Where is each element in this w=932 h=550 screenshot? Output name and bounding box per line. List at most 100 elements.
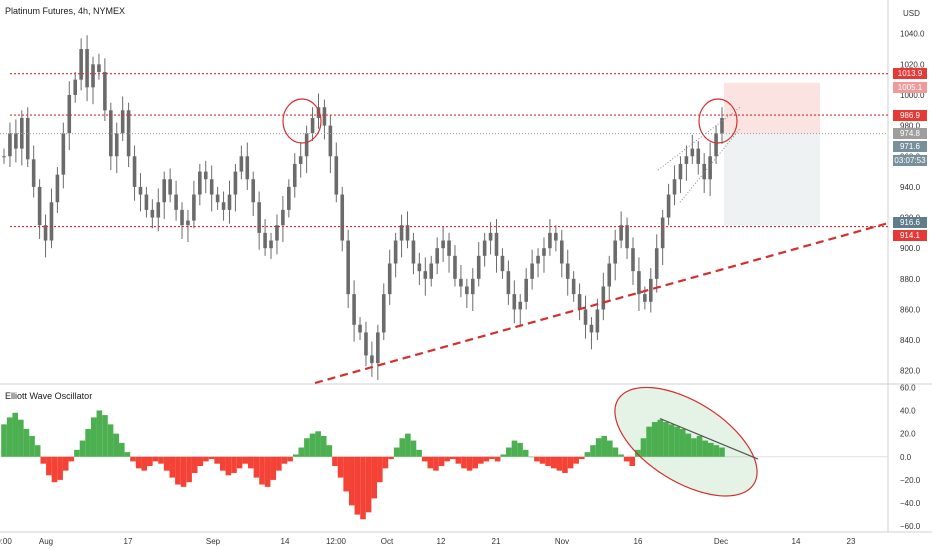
oscillator-bar xyxy=(556,456,563,471)
oscillator-bar xyxy=(461,456,467,469)
oscillator-bar xyxy=(96,410,103,457)
oscillator-bar xyxy=(12,412,19,457)
candle-body xyxy=(304,133,309,157)
candle-body xyxy=(565,263,570,279)
price-tick-label: 1000.0 xyxy=(900,91,925,100)
time-tick-label: Sep xyxy=(206,537,221,546)
candle-body xyxy=(583,309,588,325)
candle-body xyxy=(453,255,457,279)
oscillator-bar xyxy=(18,419,24,457)
oscillator-divergence-ellipse xyxy=(614,386,758,497)
oscillator-bar xyxy=(539,456,546,464)
oscillator-bar xyxy=(646,426,652,457)
candle-body xyxy=(186,220,190,226)
oscillator-bar xyxy=(522,449,529,457)
candle-body xyxy=(672,179,677,195)
oscillator-tick-label: 40.0 xyxy=(900,406,916,415)
candle-body xyxy=(488,232,493,241)
oscillator-bar xyxy=(46,456,52,476)
oscillator-tick-label: 0.0 xyxy=(900,453,912,462)
candle-body xyxy=(405,225,410,241)
oscillator-bar xyxy=(416,449,422,457)
oscillator-bar xyxy=(158,456,164,464)
oscillator-bar xyxy=(382,456,389,469)
candle-body xyxy=(376,332,380,364)
oscillator-bar xyxy=(332,456,338,467)
candle-body xyxy=(666,194,671,218)
circle-annotation xyxy=(698,98,738,144)
oscillator-bar xyxy=(601,435,608,457)
oscillator-bar xyxy=(253,456,260,478)
oscillator-bar xyxy=(550,456,557,469)
oscillator-bar xyxy=(169,456,176,478)
candle-body xyxy=(269,240,273,249)
candle-body xyxy=(381,294,386,333)
candle-body xyxy=(411,240,416,264)
oscillator-bar xyxy=(130,456,136,462)
price-tick-label: 980.0 xyxy=(900,122,921,131)
candle-body xyxy=(631,248,635,272)
candle-body xyxy=(530,263,534,279)
candle-body xyxy=(144,194,149,210)
candle-body xyxy=(613,240,617,264)
oscillator-bar xyxy=(124,452,131,457)
oscillator-bar xyxy=(225,456,232,476)
candle-body xyxy=(559,240,564,264)
candle-body xyxy=(714,133,718,157)
oscillator-bar xyxy=(629,456,636,467)
oscillator-bar xyxy=(691,438,697,457)
candle-body xyxy=(14,133,18,149)
price-tick-label: 940.0 xyxy=(900,183,921,192)
oscillator-bar xyxy=(360,456,366,520)
oscillator-bar xyxy=(214,456,220,464)
oscillator-bar xyxy=(74,449,80,457)
oscillator-bar xyxy=(517,442,523,457)
stop-zone-box xyxy=(724,82,820,134)
oscillator-bar xyxy=(135,456,142,469)
candle-body xyxy=(221,202,226,210)
candle-body xyxy=(174,194,178,210)
candle-body xyxy=(251,179,256,203)
oscillator-bar xyxy=(438,456,445,467)
candle-body xyxy=(678,163,683,180)
oscillator-bar xyxy=(337,456,344,478)
candle-body xyxy=(637,271,641,295)
oscillator-bar xyxy=(304,438,310,457)
candle-body xyxy=(536,255,540,264)
candle-body xyxy=(298,156,303,164)
candle-body xyxy=(168,179,172,195)
oscillator-bar xyxy=(309,433,316,457)
candle-body xyxy=(441,240,445,249)
candle-body xyxy=(429,263,434,279)
oscillator-bar xyxy=(584,452,591,457)
candle-body xyxy=(257,202,261,233)
candle-body xyxy=(114,133,119,157)
candle-body xyxy=(417,263,422,272)
oscillator-bar xyxy=(68,456,75,462)
time-tick-label: 17 xyxy=(124,537,133,546)
candle-body xyxy=(25,117,30,160)
oscillator-bar xyxy=(707,442,714,457)
oscillator-bar xyxy=(607,440,613,457)
currency-label: USD xyxy=(903,9,920,18)
candle-body xyxy=(352,294,356,325)
oscillator-bar xyxy=(62,456,69,471)
candle-body xyxy=(227,194,232,210)
oscillator-bar xyxy=(444,456,450,462)
oscillator-bar xyxy=(405,433,411,457)
oscillator-bar xyxy=(573,456,579,464)
oscillator-bar xyxy=(679,428,686,457)
oscillator-bar xyxy=(455,456,462,464)
oscillator-bar xyxy=(534,456,540,462)
oscillator-bar xyxy=(472,456,478,469)
wedge-upper-line xyxy=(657,106,741,171)
oscillator-bar xyxy=(668,424,675,457)
price-tick-label: 1020.0 xyxy=(900,60,925,69)
price-label: 1005.1 xyxy=(893,81,927,93)
candle-body xyxy=(548,232,552,249)
oscillator-bar xyxy=(399,438,406,457)
candle-body xyxy=(37,186,42,226)
candle-body xyxy=(79,49,83,80)
oscillator-bar xyxy=(40,456,47,464)
candle-body xyxy=(358,324,362,333)
